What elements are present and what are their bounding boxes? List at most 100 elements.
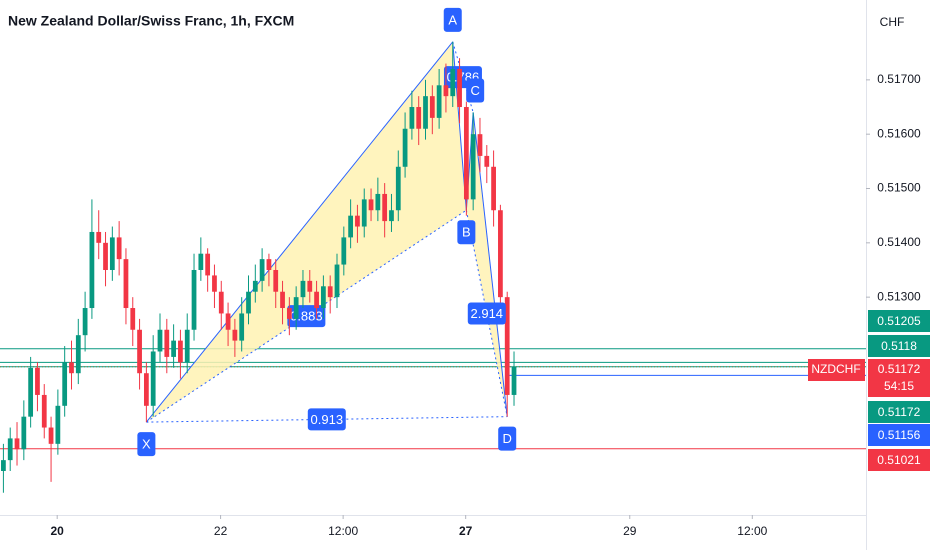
candle-body <box>321 286 326 309</box>
candle-body <box>246 291 251 314</box>
candle-body <box>286 308 292 319</box>
candle-body <box>178 340 183 363</box>
candle-body <box>116 237 122 260</box>
candle-body <box>130 308 136 330</box>
candle-body <box>157 329 163 352</box>
candle-body <box>14 438 20 450</box>
candle-body <box>48 427 54 444</box>
candle-body <box>252 280 258 292</box>
candle-body <box>218 291 224 314</box>
candle-body <box>436 85 442 118</box>
candle-body <box>82 308 88 336</box>
currency-label[interactable]: CHF <box>880 15 905 29</box>
point-box <box>466 78 485 103</box>
point-box <box>457 220 476 245</box>
point-label: B <box>462 225 471 240</box>
candle-body <box>55 405 61 444</box>
candle-body <box>361 199 367 227</box>
point-label: X <box>142 437 151 452</box>
candle-body <box>103 242 108 270</box>
symbol-label: NZDCHF <box>811 362 860 376</box>
candle-body <box>239 313 245 341</box>
candle-body <box>184 329 190 363</box>
candle-body <box>41 394 47 428</box>
candle-body <box>504 297 510 395</box>
candle-body <box>232 329 238 341</box>
candle-body <box>484 155 490 167</box>
candle-body <box>457 68 462 108</box>
candle-body <box>355 215 360 227</box>
x-tick-label: 12:00 <box>737 524 767 538</box>
x-tick-label: 29 <box>623 524 637 538</box>
point-label: D <box>503 431 512 446</box>
price-tag <box>868 424 930 446</box>
x-tick-label: 22 <box>214 524 228 538</box>
candle-body <box>28 367 34 417</box>
candle-body <box>334 264 340 298</box>
candle-body <box>69 362 74 374</box>
candle-body <box>205 253 211 276</box>
y-tick-label: 0.51300 <box>877 289 921 303</box>
candle-body <box>1 460 6 471</box>
candle-body <box>123 259 129 309</box>
candle-body <box>198 253 204 270</box>
last-price-label: 0.51172 <box>878 362 921 376</box>
candle-body <box>368 199 374 211</box>
ratio-text: 0.913 <box>311 412 344 427</box>
candle-body <box>416 107 422 129</box>
symbol-tag <box>808 359 865 381</box>
countdown: 54:15 <box>884 379 914 393</box>
candle-body <box>382 193 388 222</box>
price-tag-label: 0.51205 <box>877 314 921 328</box>
candle-body <box>150 351 156 406</box>
candle-body <box>171 340 176 357</box>
candle-body <box>511 366 517 395</box>
y-tick-label: 0.51400 <box>877 235 921 249</box>
price-tag-label: 0.5118 <box>881 339 917 353</box>
y-tick-label: 0.51700 <box>877 72 921 86</box>
candle-body <box>191 269 197 330</box>
candle-body <box>164 329 170 357</box>
price-tag <box>868 401 930 423</box>
candle-body <box>477 134 483 156</box>
candle-body <box>293 297 299 319</box>
ratio-label: 2.914 <box>467 302 506 325</box>
candle-body <box>341 237 347 265</box>
x-tick-label: 12:00 <box>328 524 358 538</box>
candle-body <box>498 210 503 298</box>
candle-body <box>7 438 13 461</box>
price-tag <box>868 335 930 357</box>
ratio-text: 2.914 <box>471 306 504 321</box>
candle-body <box>348 215 354 238</box>
candle-body <box>266 259 272 270</box>
candle-body <box>463 107 469 200</box>
candle-body <box>75 335 81 374</box>
candle-body <box>137 329 142 374</box>
candle-body <box>35 367 40 395</box>
pattern-leg <box>472 112 508 417</box>
point-box <box>443 7 462 32</box>
candle-body <box>300 280 306 298</box>
x-tick-label: 20 <box>51 524 65 538</box>
point-label: C <box>470 83 479 98</box>
candle-body <box>280 291 285 309</box>
overlay: 2.914 0.913 X A B C D <box>137 7 517 457</box>
currency-box[interactable] <box>868 8 930 36</box>
ratio-label: 0.913 <box>307 408 346 431</box>
candle-body <box>259 259 265 281</box>
candle-body <box>327 286 333 298</box>
candle-body <box>21 416 27 450</box>
last-price-tag <box>868 359 930 397</box>
candle-body <box>307 280 313 292</box>
y-tick-label: 0.51500 <box>877 181 921 195</box>
candle-body <box>143 373 149 406</box>
candle-body <box>62 362 68 406</box>
price-tag <box>868 310 930 332</box>
ratio-box <box>307 408 346 431</box>
price-tag <box>868 449 930 471</box>
point-box <box>498 426 517 451</box>
candle-body <box>402 128 408 167</box>
chart-title: New Zealand Dollar/Swiss Franc, 1h, FXCM <box>8 13 294 29</box>
candle-body <box>395 166 401 211</box>
